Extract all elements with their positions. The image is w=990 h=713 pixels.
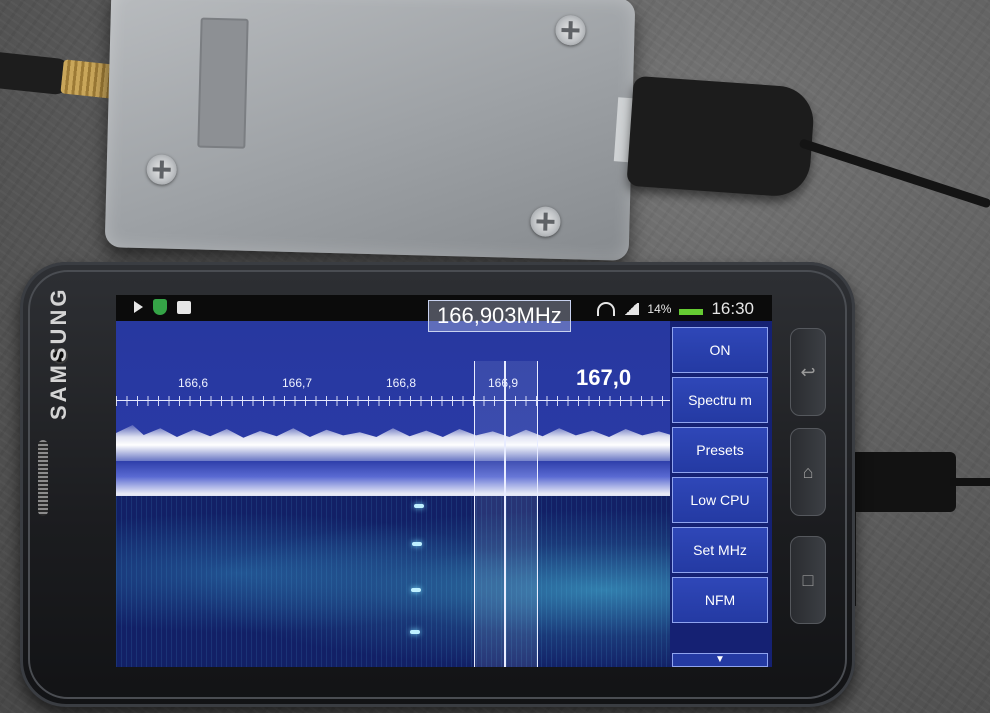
spectrum-display[interactable]: 166,6 166,7 166,8 166,9 167,0 [116, 321, 670, 667]
bag-icon [177, 300, 191, 314]
signal-icon [623, 303, 640, 315]
signal-burst [410, 630, 420, 634]
phone-rim [28, 270, 847, 699]
low-cpu-button[interactable]: Low CPU [672, 477, 768, 523]
screw-icon [146, 154, 178, 185]
phone-screen: 14% 16:30 166,6 166,7 166,8 166,9 167,0 [116, 295, 772, 667]
scale-label: 166,7 [282, 376, 313, 390]
frequency-ruler [116, 396, 670, 406]
brand-logo: SAMSUNG [46, 286, 71, 420]
screw-icon [530, 206, 561, 238]
sdr-receiver-box [104, 0, 636, 261]
back-key[interactable]: ↩ [790, 328, 826, 416]
scale-big-label: 167,0 [576, 365, 632, 390]
sma-connector [60, 59, 116, 99]
play-icon [134, 301, 143, 313]
wifi-icon [597, 302, 616, 316]
battery-icon [679, 309, 704, 315]
frequency-readout[interactable]: 166,903MHz [428, 300, 571, 332]
signal-burst [414, 504, 424, 508]
presets-button[interactable]: Presets [672, 427, 768, 473]
tuning-center-line[interactable] [504, 361, 506, 667]
menu-key[interactable]: □ [790, 536, 826, 624]
otg-plug [850, 452, 956, 512]
on-button[interactable]: ON [672, 327, 768, 373]
earpiece-speaker [38, 440, 48, 516]
tuning-bandwidth[interactable] [474, 361, 538, 667]
scroll-down-icon[interactable]: ▼ [672, 653, 768, 667]
scale-label: 166,6 [178, 376, 209, 390]
status-left [134, 299, 191, 315]
sdr-label-window [197, 17, 249, 149]
screw-icon [555, 14, 586, 46]
set-mhz-button[interactable]: Set MHz [672, 527, 768, 573]
status-bar: 14% 16:30 [116, 295, 772, 321]
signal-burst [411, 588, 421, 592]
usb-plug [626, 75, 816, 199]
front-camera [54, 350, 66, 362]
clock: 16:30 [711, 299, 754, 318]
signal-burst [412, 542, 422, 546]
status-right: 14% 16:30 [597, 299, 754, 319]
side-menu: ON Spectru m Presets Low CPU Set MHz NFM… [670, 321, 772, 667]
scale-label: 166,9 [488, 376, 518, 390]
scale-label: 166,8 [386, 376, 417, 390]
spectrum-trace [116, 425, 670, 461]
waterfall-display [116, 496, 670, 667]
spectrum-button[interactable]: Spectru m [672, 377, 768, 423]
otg-cable [950, 478, 990, 486]
battery-percent: 14% [647, 302, 672, 316]
home-key[interactable]: ⌂ [790, 428, 826, 516]
nfm-button[interactable]: NFM [672, 577, 768, 623]
shield-icon [153, 299, 167, 315]
